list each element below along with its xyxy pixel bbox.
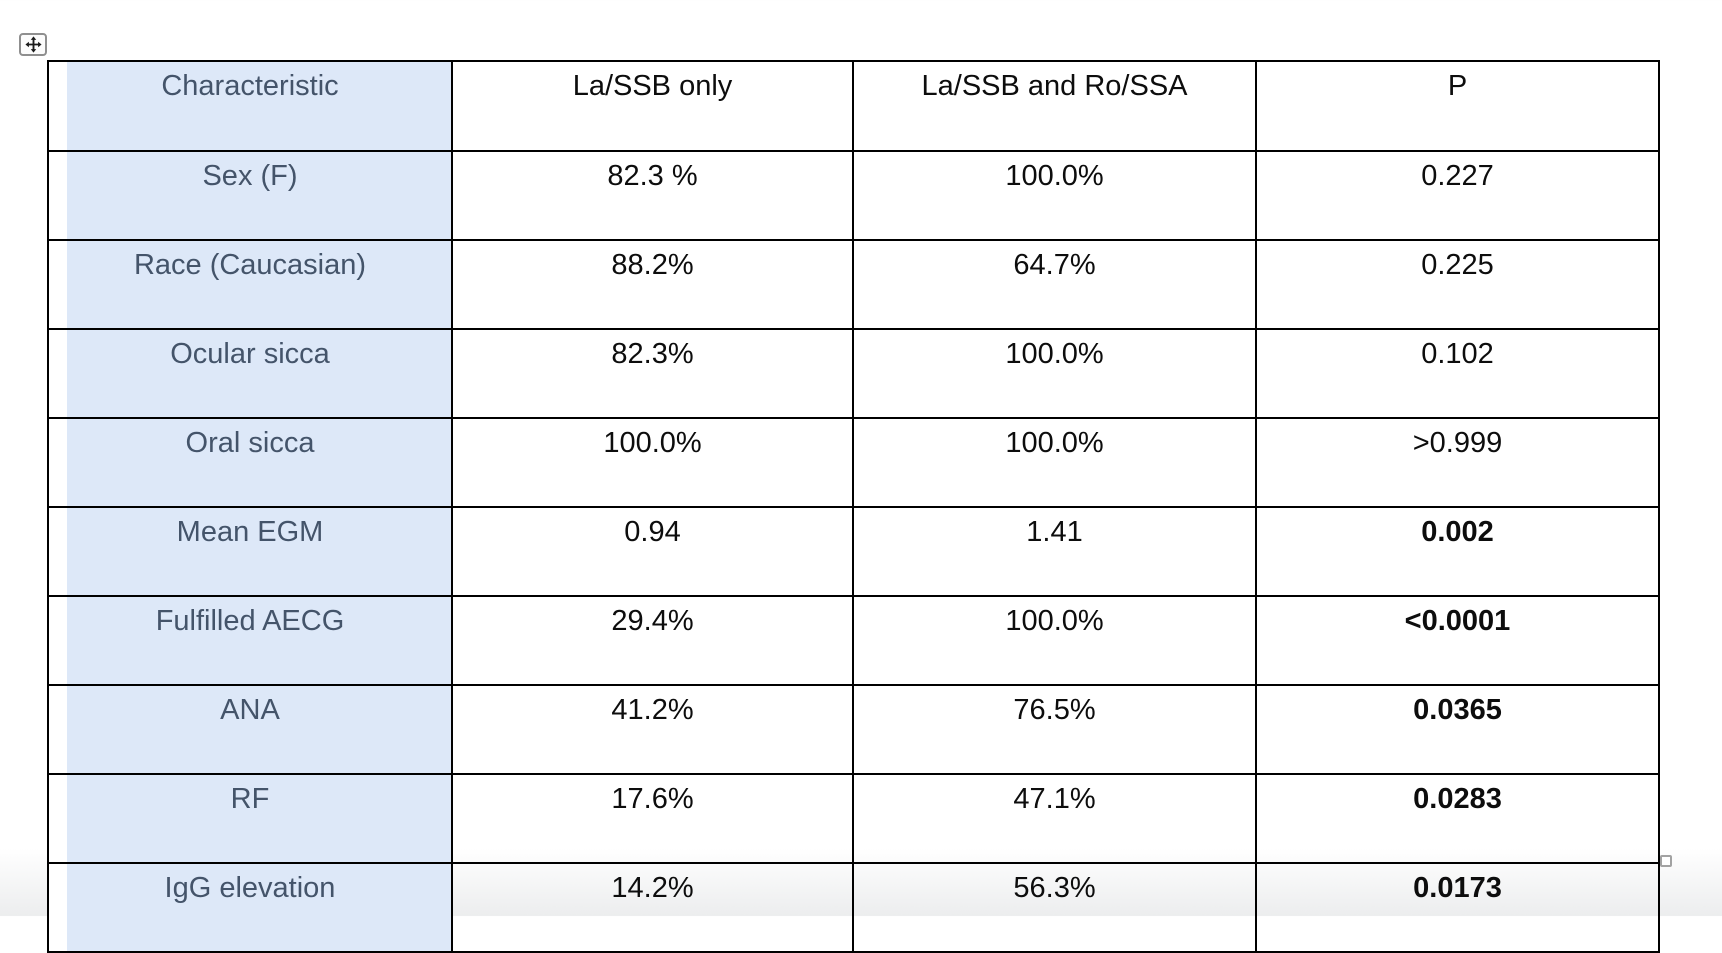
move-arrows-icon [24,36,42,53]
row-label-cell[interactable]: Mean EGM [47,506,453,597]
table-row: Fulfilled AECG 29.4% 100.0% <0.0001 [47,595,1660,686]
la-ssb-only-cell[interactable]: 82.3 % [451,150,854,241]
characteristics-table: Characteristic La/SSB only La/SSB and Ro… [47,60,1660,953]
la-ssb-and-ro-ssa-cell[interactable]: 1.41 [852,506,1257,597]
header-row: Characteristic La/SSB only La/SSB and Ro… [47,60,1660,152]
column-header-characteristic[interactable]: Characteristic [47,60,453,152]
row-label-cell[interactable]: RF [47,773,453,864]
column-header-la-ssb-only[interactable]: La/SSB only [451,60,854,152]
la-ssb-only-cell[interactable]: 41.2% [451,684,854,775]
la-ssb-and-ro-ssa-cell[interactable]: 100.0% [852,595,1257,686]
la-ssb-and-ro-ssa-cell[interactable]: 100.0% [852,328,1257,419]
la-ssb-only-cell[interactable]: 29.4% [451,595,854,686]
la-ssb-and-ro-ssa-cell[interactable]: 56.3% [852,862,1257,953]
table-row: ANA 41.2% 76.5% 0.0365 [47,684,1660,775]
table-row: Sex (F) 82.3 % 100.0% 0.227 [47,150,1660,241]
p-value-cell[interactable]: <0.0001 [1255,595,1660,686]
la-ssb-only-cell[interactable]: 17.6% [451,773,854,864]
la-ssb-only-cell[interactable]: 100.0% [451,417,854,508]
la-ssb-only-cell[interactable]: 88.2% [451,239,854,330]
column-header-la-ssb-and-ro-ssa[interactable]: La/SSB and Ro/SSA [852,60,1257,152]
p-value-cell[interactable]: 0.0283 [1255,773,1660,864]
p-value-cell[interactable]: 0.002 [1255,506,1660,597]
table-row: Oral sicca 100.0% 100.0% >0.999 [47,417,1660,508]
la-ssb-only-cell[interactable]: 14.2% [451,862,854,953]
la-ssb-and-ro-ssa-cell[interactable]: 100.0% [852,150,1257,241]
table-row: Race (Caucasian) 88.2% 64.7% 0.225 [47,239,1660,330]
table-row: Mean EGM 0.94 1.41 0.002 [47,506,1660,597]
la-ssb-only-cell[interactable]: 0.94 [451,506,854,597]
la-ssb-and-ro-ssa-cell[interactable]: 76.5% [852,684,1257,775]
row-label-cell[interactable]: Sex (F) [47,150,453,241]
table-body: Sex (F) 82.3 % 100.0% 0.227 Race (Caucas… [47,150,1660,953]
p-value-cell[interactable]: >0.999 [1255,417,1660,508]
table-move-handle[interactable] [19,33,47,56]
row-label-cell[interactable]: IgG elevation [47,862,453,953]
row-label-cell[interactable]: Oral sicca [47,417,453,508]
table-row: RF 17.6% 47.1% 0.0283 [47,773,1660,864]
column-header-p[interactable]: P [1255,60,1660,152]
la-ssb-and-ro-ssa-cell[interactable]: 64.7% [852,239,1257,330]
table-row: IgG elevation 14.2% 56.3% 0.0173 [47,862,1660,953]
la-ssb-and-ro-ssa-cell[interactable]: 47.1% [852,773,1257,864]
la-ssb-only-cell[interactable]: 82.3% [451,328,854,419]
p-value-cell[interactable]: 0.102 [1255,328,1660,419]
row-label-cell[interactable]: Fulfilled AECG [47,595,453,686]
p-value-cell[interactable]: 0.227 [1255,150,1660,241]
row-label-cell[interactable]: Ocular sicca [47,328,453,419]
row-label-cell[interactable]: Race (Caucasian) [47,239,453,330]
table-row: Ocular sicca 82.3% 100.0% 0.102 [47,328,1660,419]
la-ssb-and-ro-ssa-cell[interactable]: 100.0% [852,417,1257,508]
row-label-cell[interactable]: ANA [47,684,453,775]
table-resize-handle[interactable] [1660,855,1672,867]
p-value-cell[interactable]: 0.0173 [1255,862,1660,953]
p-value-cell[interactable]: 0.225 [1255,239,1660,330]
p-value-cell[interactable]: 0.0365 [1255,684,1660,775]
